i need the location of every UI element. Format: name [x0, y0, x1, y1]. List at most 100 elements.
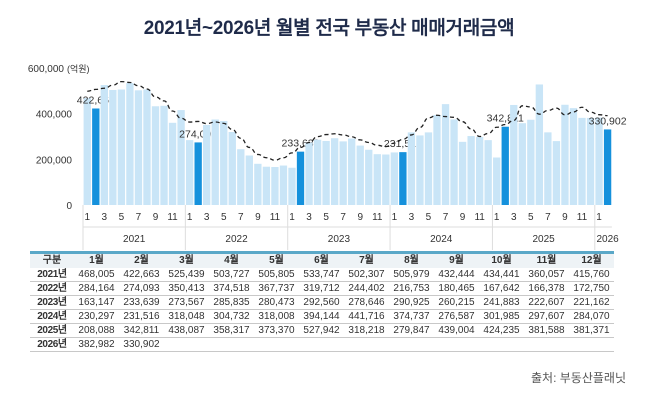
table-cell: 527,942: [299, 323, 344, 338]
table-cell: 304,732: [209, 309, 254, 324]
bar: [365, 149, 373, 205]
y-tick-label: 400,000: [36, 110, 73, 121]
source-note: 출처: 부동산플래닛: [531, 371, 626, 385]
trend-line: [87, 80, 608, 161]
bar: [578, 117, 586, 205]
bar: [126, 83, 134, 205]
bar: [271, 167, 279, 205]
bar: [493, 157, 501, 205]
table-cell: 505,979: [389, 268, 434, 282]
table-cell: 394,144: [299, 309, 344, 324]
table-cell: 533,747: [299, 268, 344, 282]
bar: [143, 89, 151, 205]
bar: [305, 142, 313, 205]
month-tick-label: 11: [372, 212, 383, 223]
table-cell: 415,760: [569, 268, 614, 282]
month-tick-label: 3: [511, 212, 517, 223]
column-header: 3월: [179, 255, 194, 266]
bar: [313, 139, 322, 205]
table-header-row: 구분 1월 2월 3월 4월 5월 6월 7월 8월 9월 10월 11월 12월: [30, 252, 614, 268]
table-cell: 279,847: [389, 323, 434, 338]
table-cell: 374,518: [209, 281, 254, 296]
year-label: 2022: [225, 234, 248, 245]
bar: [220, 121, 228, 205]
bar: [382, 154, 390, 205]
month-tick-label: 9: [562, 212, 568, 223]
table-cell: 285,835: [209, 295, 254, 310]
bar: [151, 106, 160, 205]
table-cell: [524, 337, 569, 352]
table-cell: 438,087: [164, 323, 209, 338]
highlight-bar: [296, 151, 305, 205]
month-tick-label: 1: [289, 212, 295, 223]
table-cell: 274,093: [119, 281, 164, 296]
table-cell: [209, 337, 254, 352]
row-year: 2025년: [30, 323, 74, 338]
row-year: 2023년: [30, 295, 74, 310]
bar: [117, 89, 126, 205]
table-cell: [344, 337, 389, 352]
bar: [83, 98, 91, 205]
table-cell: 342,811: [119, 323, 164, 338]
bar: [134, 90, 143, 205]
month-tick-label: 7: [238, 212, 244, 223]
bar: [458, 141, 467, 205]
table-cell: 292,560: [299, 295, 344, 310]
table-cell: 439,004: [434, 323, 479, 338]
bar: [510, 104, 518, 205]
bar: [237, 149, 245, 205]
year-label: 2023: [328, 234, 351, 245]
highlight-bar: [603, 129, 612, 205]
bar: [441, 104, 450, 205]
highlight-bar: [194, 142, 202, 205]
highlight-bar: [501, 126, 509, 205]
column-header: 12월: [581, 255, 602, 266]
bar: [433, 115, 441, 205]
table-cell: 318,218: [344, 323, 389, 338]
bar: [518, 123, 526, 205]
month-tick-label: 9: [255, 212, 261, 223]
table-cell: 233,639: [119, 295, 164, 310]
month-tick-label: 1: [392, 212, 398, 223]
table-cell: 434,441: [479, 268, 524, 282]
bar: [245, 155, 253, 205]
table-cell: 381,588: [524, 323, 569, 338]
table-cell: 503,727: [209, 268, 254, 282]
bar: [561, 104, 569, 205]
table-cell: 221,162: [569, 295, 614, 310]
table-cell: 373,370: [254, 323, 299, 338]
table-cell: 241,883: [479, 295, 524, 310]
month-tick-label: 1: [187, 212, 193, 223]
table-row: 2022년 284,164 274,093 350,413 374,518 367,737…: [30, 281, 614, 296]
year-label: 2024: [430, 234, 453, 245]
table-cell: 358,317: [209, 323, 254, 338]
bar: [373, 154, 381, 205]
month-tick-label: 7: [545, 212, 551, 223]
column-header: 7월: [359, 255, 374, 266]
row-year: 2024년: [30, 309, 74, 324]
bar: [330, 138, 339, 205]
table-cell: 208,088: [74, 323, 119, 338]
table-cell: 163,147: [74, 295, 119, 310]
column-header: 10월: [491, 255, 512, 266]
table-cell: 318,048: [164, 309, 209, 324]
bar: [586, 117, 595, 205]
column-header: 1월: [89, 255, 104, 266]
bar: [390, 152, 399, 205]
table-cell: 244,402: [344, 281, 389, 296]
table-row: 2023년 163,147 233,639 273,567 285,835 280,473…: [30, 295, 614, 310]
table-cell: 525,439: [164, 268, 209, 282]
month-tick-label: 5: [323, 212, 329, 223]
column-header: 6월: [314, 255, 329, 266]
highlight-bar: [92, 108, 100, 205]
column-header: 4월: [224, 255, 239, 266]
table-cell: 290,925: [389, 295, 434, 310]
table-cell: 350,413: [164, 281, 209, 296]
month-tick-label: 3: [204, 212, 210, 223]
y-tick-label: 200,000: [36, 155, 73, 166]
month-tick-label: 3: [409, 212, 415, 223]
table-cell: 360,057: [524, 268, 569, 282]
bar: [168, 122, 177, 205]
month-tick-label: 11: [270, 212, 281, 223]
year-label: 2021: [123, 234, 146, 245]
